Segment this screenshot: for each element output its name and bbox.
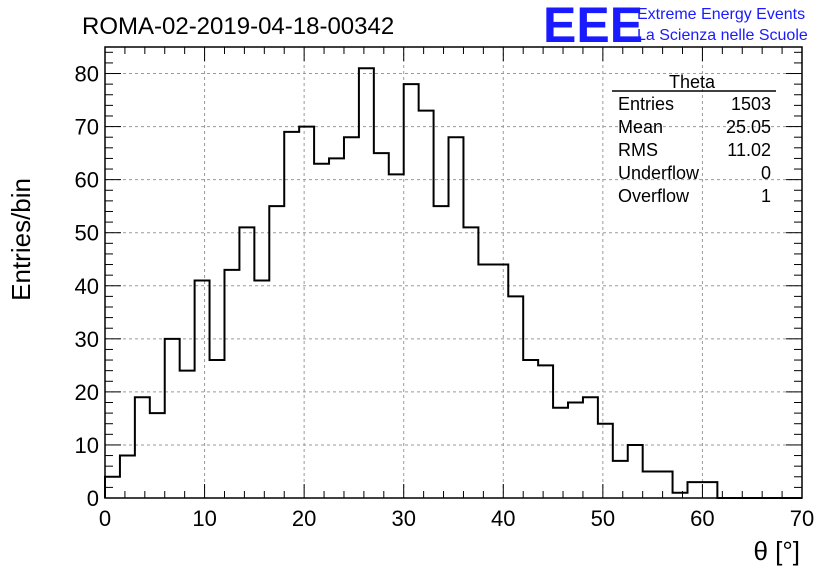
x-tick-label: 50 [591,506,615,531]
y-tick-label: 10 [75,433,99,458]
stats-label: Underflow [618,163,700,183]
y-tick-label: 80 [75,62,99,87]
y-tick-label: 20 [75,380,99,405]
axis-ticks [104,47,803,499]
histogram-outline [104,67,802,499]
stats-value: 0 [761,163,771,183]
stats-label: Mean [618,117,663,137]
stats-label: Entries [618,94,674,114]
stats-value: 11.02 [727,140,771,160]
stats-value: 1503 [731,94,771,114]
eee-logo-line2: La Scienza nelle Scuole [637,27,808,44]
x-tick-label: 60 [690,506,714,531]
stats-box: Theta Entries 1503 Mean 25.05 RMS 11.02 Underf… [612,72,776,206]
x-tick-label: 30 [391,506,415,531]
eee-logo-letters: EEE [543,0,643,53]
eee-logo-line1: Extreme Energy Events [637,6,805,23]
x-tick-label: 40 [491,506,515,531]
x-axis-title: θ [°] [753,536,800,566]
eee-logo: EEE Extreme Energy Events La Scienza nel… [543,0,808,53]
y-tick-label: 0 [87,486,99,511]
x-tick-label: 0 [99,506,111,531]
x-tick-label: 20 [292,506,316,531]
y-tick-label: 40 [75,274,99,299]
x-tick-label: 10 [192,506,216,531]
grid-lines [105,47,802,498]
y-tick-label: 60 [75,168,99,193]
x-tick-label: 70 [790,506,814,531]
y-tick-label: 70 [75,115,99,140]
stats-value: 25.05 [726,117,771,137]
stats-box-title: Theta [669,72,716,92]
stats-value: 1 [761,186,771,206]
stats-label: Overflow [618,186,690,206]
y-axis-title: Entries/bin [6,178,36,301]
stats-label: RMS [618,140,658,160]
y-tick-label: 50 [75,221,99,246]
plot-frame [104,46,803,499]
chart-title: ROMA-02-2019-04-18-00342 [82,13,394,40]
y-tick-label: 30 [75,327,99,352]
stats-box-rows: Entries 1503 Mean 25.05 RMS 11.02 Underflow 0 Ov… [618,94,771,206]
